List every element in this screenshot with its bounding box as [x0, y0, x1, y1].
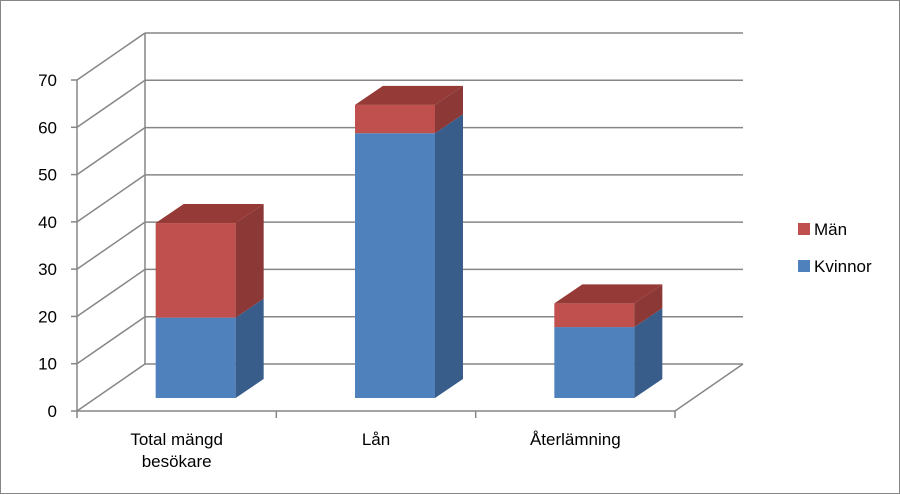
gridline-side — [76, 363, 146, 412]
bar-top-män — [155, 204, 264, 224]
legend-swatch-kvinnor — [798, 260, 810, 272]
y-tick-label: 10 — [38, 355, 57, 374]
bar-front-män — [554, 303, 635, 328]
gridline-side — [76, 316, 146, 365]
bar-top-män — [355, 85, 463, 105]
y-tick-label: 20 — [38, 307, 57, 326]
gridline-side — [76, 268, 146, 318]
legend: Män Kvinnor — [798, 220, 872, 276]
category-label-line: Total mängd — [130, 430, 223, 449]
y-tick-label: 70 — [38, 71, 57, 90]
gridline-side — [76, 174, 146, 223]
legend-label-män: Män — [814, 220, 847, 239]
y-tick-label: 50 — [38, 166, 57, 185]
category-label-line: Lån — [362, 430, 390, 449]
bar-side-män — [634, 284, 663, 328]
bar-top-män — [554, 284, 663, 304]
category-labels: Total mängd besökare Lån Återlämning — [130, 430, 620, 471]
gridline-side — [76, 221, 146, 270]
bar-side-kvinnor — [634, 308, 663, 398]
y-tick-labels: 0 10 20 30 40 50 60 70 — [38, 71, 57, 421]
y-tick-label: 0 — [48, 402, 57, 421]
gridline-side — [76, 32, 146, 81]
category-label: Total mängd besökare — [130, 430, 223, 471]
category-label: Återlämning — [530, 430, 621, 449]
floor-right-edge — [674, 363, 744, 412]
bar-front-män — [155, 223, 236, 318]
category-label-line: Återlämning — [530, 430, 621, 449]
y-tick-label: 30 — [38, 260, 57, 279]
gridline-side — [76, 126, 146, 176]
y-tick-label: 40 — [38, 213, 57, 232]
bars-layer — [155, 85, 663, 398]
bar-side-män — [235, 204, 264, 318]
y-tick-label: 60 — [38, 118, 57, 137]
bar-front-män — [355, 104, 435, 134]
bar-side-män — [435, 85, 463, 134]
bar-side-kvinnor — [435, 114, 463, 398]
bar-front-kvinnor — [554, 327, 635, 398]
bar-front-kvinnor — [355, 133, 435, 398]
category-label-line: besökare — [142, 452, 212, 471]
gridline-side — [76, 79, 146, 128]
category-label: Lån — [362, 430, 390, 449]
bar-side-kvinnor — [235, 298, 264, 398]
bar-front-kvinnor — [155, 317, 236, 398]
legend-swatch-män — [798, 223, 810, 235]
legend-label-kvinnor: Kvinnor — [814, 257, 872, 276]
